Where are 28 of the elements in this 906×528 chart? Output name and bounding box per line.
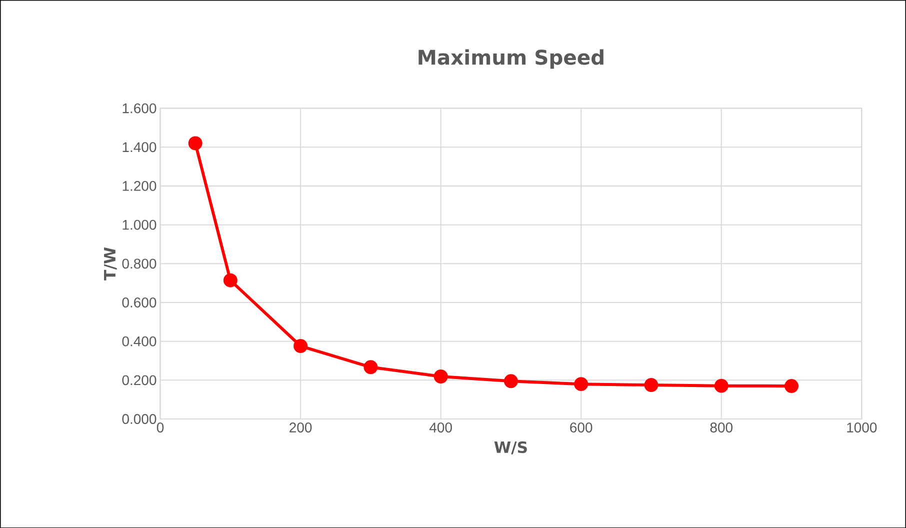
- x-axis-title: W/S: [494, 441, 527, 454]
- chart-title: Maximum Speed: [418, 49, 604, 69]
- point: [188, 136, 202, 150]
- x-tick-label: 0: [156, 422, 164, 432]
- y-axis-title: T/W: [104, 247, 117, 280]
- y-tick-label: 0.200: [122, 375, 156, 385]
- y-tick-label: 0.800: [122, 258, 156, 268]
- y-tick-label: 1.000: [122, 220, 156, 230]
- point: [784, 378, 799, 393]
- point: [504, 374, 518, 388]
- y-tick-label: 1.200: [122, 180, 156, 191]
- point: [574, 376, 588, 391]
- point: [223, 273, 238, 288]
- y-tick-label: 0.600: [122, 297, 156, 308]
- y-tick-label: 1.400: [122, 142, 156, 152]
- x-tick-label: 200: [290, 422, 312, 432]
- x-tick-label: 1000: [847, 422, 877, 432]
- x-tick-label: 400: [429, 422, 452, 432]
- x-tick-label: 600: [570, 422, 592, 432]
- y-tick-label: 1.600: [122, 103, 156, 114]
- point: [644, 378, 658, 392]
- x-tick-label: 800: [710, 422, 732, 432]
- y-tick-label: 0.000: [122, 414, 156, 424]
- point: [434, 369, 448, 384]
- point: [364, 360, 378, 374]
- point: [714, 378, 728, 393]
- point: [294, 338, 308, 353]
- y-tick-label: 0.400: [122, 336, 156, 346]
